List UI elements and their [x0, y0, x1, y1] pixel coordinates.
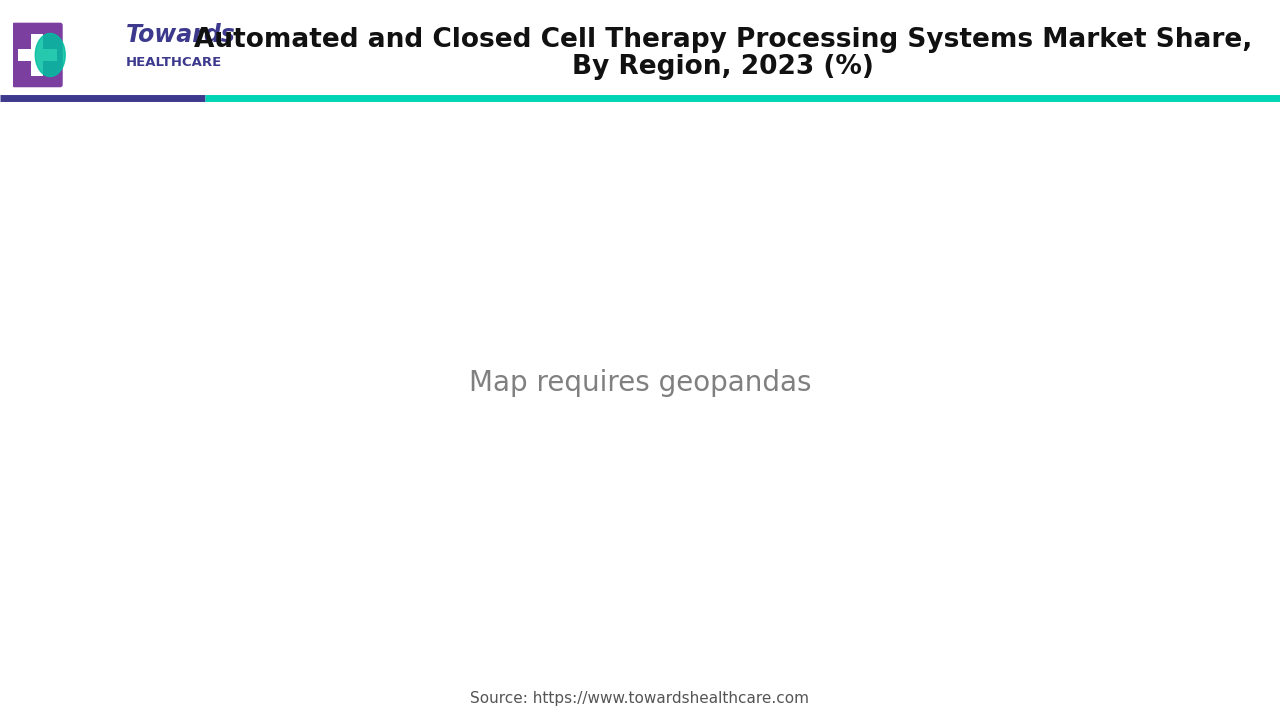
Text: HEALTHCARE: HEALTHCARE [125, 56, 221, 69]
Text: Source: https://www.towardshealthcare.com: Source: https://www.towardshealthcare.co… [471, 691, 809, 706]
Bar [18, 49, 56, 60]
Text: Map requires geopandas: Map requires geopandas [468, 369, 812, 397]
Text: By Region, 2023 (%): By Region, 2023 (%) [572, 54, 874, 80]
Text: Automated and Closed Cell Therapy Processing Systems Market Share,: Automated and Closed Cell Therapy Proces… [195, 27, 1252, 53]
Text: Towards: Towards [125, 23, 236, 48]
Polygon shape [36, 33, 65, 76]
Bar [31, 35, 42, 76]
FancyBboxPatch shape [12, 22, 63, 87]
